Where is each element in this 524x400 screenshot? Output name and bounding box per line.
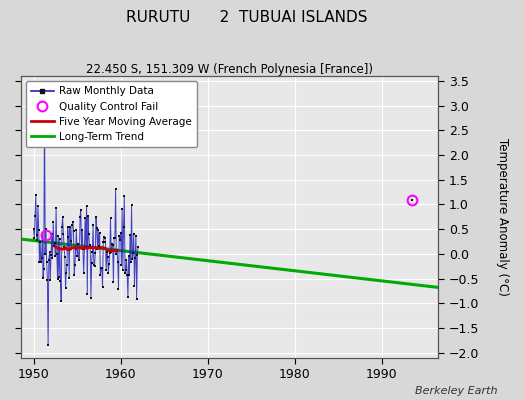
Title: 22.450 S, 151.309 W (French Polynesia [France]): 22.450 S, 151.309 W (French Polynesia [F… (86, 63, 373, 76)
Legend: Raw Monthly Data, Quality Control Fail, Five Year Moving Average, Long-Term Tren: Raw Monthly Data, Quality Control Fail, … (26, 81, 197, 147)
Y-axis label: Temperature Anomaly (°C): Temperature Anomaly (°C) (496, 138, 509, 296)
Text: Berkeley Earth: Berkeley Earth (416, 386, 498, 396)
Text: RURUTU      2  TUBUAI ISLANDS: RURUTU 2 TUBUAI ISLANDS (126, 10, 367, 25)
